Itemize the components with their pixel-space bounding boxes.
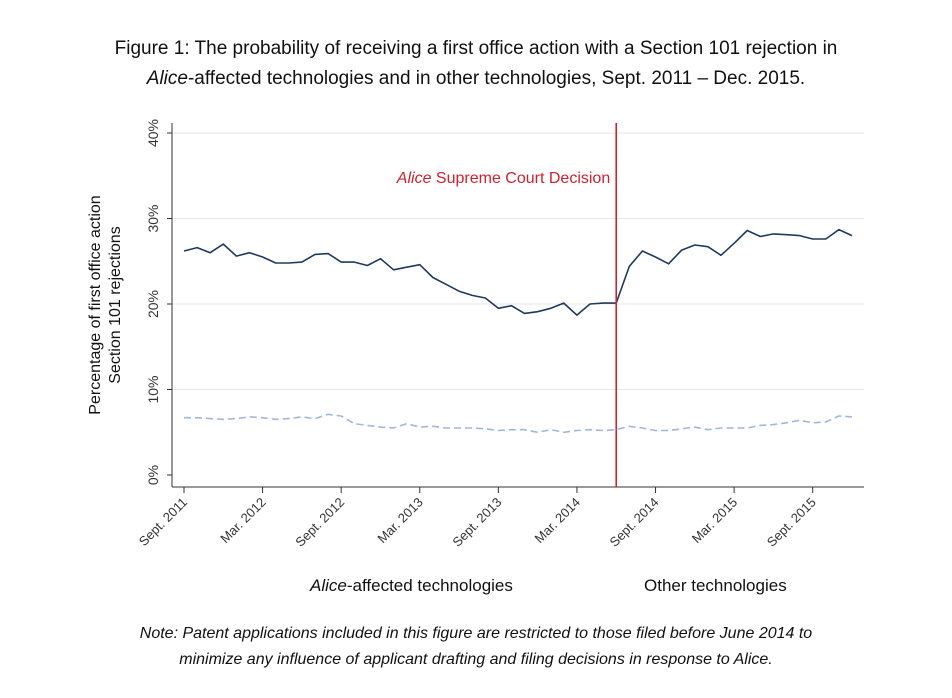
chart-note-line1: Note: Patent applications included in th…	[139, 625, 813, 642]
decision-label-rest: Supreme Court Decision	[431, 170, 610, 187]
chart-note-line2: minimize any influence of applicant draf…	[179, 651, 773, 668]
line-chart: 0% 10% 20% 30% 40% Percentage of first office…	[87, 119, 864, 550]
y-tick-label: 20%	[145, 290, 161, 318]
y-tick-label: 40%	[145, 119, 161, 147]
chart-title-line1: Figure 1: The probability of receiving a…	[114, 38, 838, 59]
decision-label-em: Alice	[396, 170, 432, 187]
y-tick-label: 30%	[145, 204, 161, 232]
chart-note: Note: Patent applications included in th…	[0, 621, 952, 673]
chart-title: Figure 1: The probability of receiving a…	[0, 34, 952, 94]
series-line-other	[184, 413, 853, 434]
x-tick-label: Sept. 2012	[292, 495, 347, 550]
legend-label-other: Other technologies	[644, 576, 787, 595]
legend-label-alice: Alice-affected technologies	[310, 574, 513, 598]
legend: Alice-affected technologies Other techno…	[0, 574, 952, 598]
series-line-alice	[183, 228, 853, 316]
y-tick-label: 10%	[145, 375, 161, 403]
x-tick-label: Mar. 2015	[689, 495, 740, 546]
x-tick-label: Mar. 2013	[374, 495, 425, 546]
x-tick-label: Sept. 2015	[764, 495, 819, 550]
x-tick-label: Sept. 2011	[136, 495, 190, 549]
chart-title-line2: Alice-affected technologies and in other…	[0, 64, 952, 94]
chart-title-line2-rest: -affected technologies and in other tech…	[187, 68, 806, 89]
y-axis-label-line1: Percentage of first office action	[87, 195, 104, 414]
decision-label: Alice Supreme Court Decision	[396, 170, 610, 187]
x-tick-label: Mar. 2012	[217, 495, 268, 546]
x-tick-label: Sept. 2014	[607, 495, 662, 550]
x-tick-label: Sept. 2013	[449, 495, 504, 550]
chart-title-line2-em: Alice	[146, 68, 188, 89]
y-axis-label-line2: Section 101 rejections	[107, 226, 124, 383]
x-tick-label: Mar. 2014	[532, 495, 583, 546]
legend-label-alice-rest: -affected technologies	[346, 576, 513, 595]
legend-label-alice-em: Alice	[310, 576, 347, 595]
y-tick-label: 0%	[145, 465, 161, 485]
